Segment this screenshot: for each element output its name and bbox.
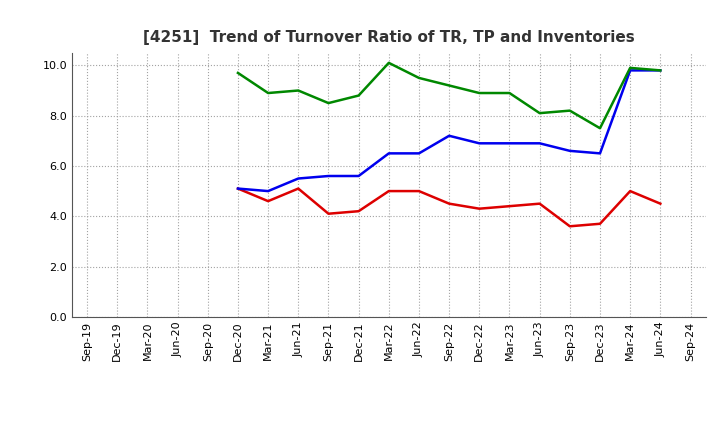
Trade Receivables	[445, 201, 454, 206]
Inventories	[626, 65, 634, 70]
Trade Payables	[324, 173, 333, 179]
Trade Payables	[656, 68, 665, 73]
Line: Inventories: Inventories	[238, 63, 660, 128]
Inventories	[445, 83, 454, 88]
Inventories	[505, 90, 514, 95]
Trade Payables	[595, 151, 604, 156]
Trade Receivables	[354, 209, 363, 214]
Trade Payables	[415, 151, 423, 156]
Trade Receivables	[324, 211, 333, 216]
Trade Receivables	[475, 206, 484, 211]
Inventories	[324, 100, 333, 106]
Inventories	[264, 90, 272, 95]
Trade Receivables	[656, 201, 665, 206]
Trade Payables	[384, 151, 393, 156]
Trade Payables	[536, 141, 544, 146]
Trade Payables	[233, 186, 242, 191]
Trade Receivables	[294, 186, 302, 191]
Line: Trade Receivables: Trade Receivables	[238, 189, 660, 226]
Inventories	[536, 110, 544, 116]
Trade Payables	[354, 173, 363, 179]
Trade Payables	[445, 133, 454, 139]
Trade Receivables	[595, 221, 604, 227]
Trade Receivables	[415, 188, 423, 194]
Trade Payables	[626, 68, 634, 73]
Trade Receivables	[505, 204, 514, 209]
Trade Receivables	[264, 198, 272, 204]
Inventories	[233, 70, 242, 76]
Line: Trade Payables: Trade Payables	[238, 70, 660, 191]
Trade Receivables	[384, 188, 393, 194]
Trade Payables	[475, 141, 484, 146]
Trade Receivables	[536, 201, 544, 206]
Trade Payables	[264, 188, 272, 194]
Inventories	[354, 93, 363, 98]
Inventories	[415, 75, 423, 81]
Inventories	[384, 60, 393, 66]
Trade Receivables	[565, 224, 574, 229]
Trade Payables	[505, 141, 514, 146]
Inventories	[595, 125, 604, 131]
Title: [4251]  Trend of Turnover Ratio of TR, TP and Inventories: [4251] Trend of Turnover Ratio of TR, TP…	[143, 29, 634, 45]
Trade Receivables	[233, 186, 242, 191]
Trade Payables	[294, 176, 302, 181]
Inventories	[565, 108, 574, 113]
Trade Payables	[565, 148, 574, 154]
Inventories	[656, 68, 665, 73]
Inventories	[475, 90, 484, 95]
Inventories	[294, 88, 302, 93]
Trade Receivables	[626, 188, 634, 194]
